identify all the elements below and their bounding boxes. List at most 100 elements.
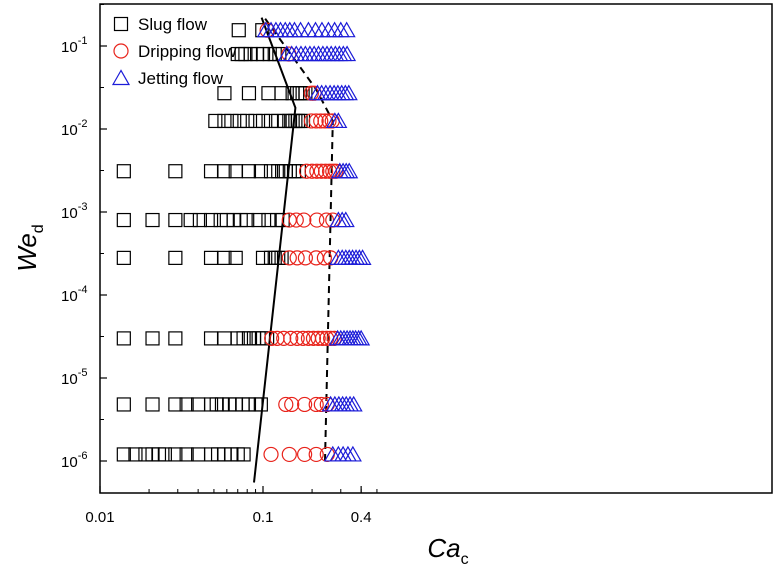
data-point-square <box>192 212 207 228</box>
data-point-square <box>255 113 271 129</box>
data-point-square <box>261 212 276 228</box>
data-point-circle <box>305 330 322 346</box>
data-point-square <box>274 250 289 265</box>
data-point-circle <box>297 250 313 266</box>
legend-label-jetting: Jetting flow <box>138 69 224 88</box>
data-point-square <box>228 250 243 265</box>
data-point-square <box>179 397 194 412</box>
y-tick-label: 10-6 <box>61 450 87 471</box>
data-point-square <box>203 212 219 228</box>
y-tick-label: 10-1 <box>61 35 87 56</box>
data-point-square <box>263 164 279 179</box>
data-point-circle <box>263 446 279 463</box>
data-point-circle <box>281 250 297 266</box>
data-point-circle <box>314 330 331 346</box>
data-point-circle <box>313 396 329 413</box>
data-point-square <box>253 164 268 179</box>
data-point-circle <box>310 330 326 346</box>
data-point-square <box>214 397 230 412</box>
data-point-circle <box>309 163 325 179</box>
legend-marker-square <box>113 16 129 32</box>
data-point-square <box>183 212 198 228</box>
x-tick-label: 0.4 <box>351 509 372 526</box>
series-square <box>116 23 313 462</box>
data-point-square <box>168 212 183 228</box>
data-point-square <box>260 331 275 346</box>
data-point-circle <box>289 250 305 266</box>
data-point-square <box>241 164 257 179</box>
data-point-triangle <box>339 84 358 101</box>
x-tick-label: 0.1 <box>253 509 274 526</box>
data-point-circle <box>297 396 313 413</box>
data-point-circle <box>284 396 300 413</box>
data-point-square <box>116 331 131 346</box>
data-point-circle <box>298 163 315 179</box>
data-point-square <box>248 113 263 129</box>
data-point-square <box>168 331 183 346</box>
data-point-square <box>145 331 160 346</box>
data-point-square <box>263 113 279 129</box>
axis-ticks: 0.01 0.1 0.4 10-6 10-5 10-4 10-3 10-2 10-1 <box>61 4 378 526</box>
data-point-square <box>231 23 246 38</box>
data-point-square <box>251 212 266 228</box>
data-point-square <box>255 250 271 265</box>
data-point-triangle <box>353 249 372 265</box>
data-point-circle <box>288 212 304 228</box>
data-point-square <box>298 86 313 101</box>
data-point-square <box>208 113 223 129</box>
data-point-circle <box>297 446 313 463</box>
data-point-square <box>274 86 289 101</box>
data-point-circle <box>289 330 305 346</box>
data-point-square <box>145 212 160 228</box>
data-point-triangle <box>336 211 355 228</box>
data-point-triangle <box>344 395 363 412</box>
data-point-triangle <box>329 112 348 129</box>
data-point-triangle <box>340 162 359 179</box>
data-point-circle <box>316 250 332 266</box>
x-axis-title-main: Ca <box>427 533 460 563</box>
data-point-square <box>168 164 183 179</box>
data-point-square <box>145 397 160 412</box>
data-point-circle <box>281 446 297 463</box>
data-point-circle <box>308 446 324 463</box>
x-axis-title: Cac <box>427 533 468 568</box>
data-point-square <box>116 250 131 265</box>
y-tick-label: 10-4 <box>61 284 87 305</box>
data-point-circle <box>278 396 294 413</box>
data-point-circle <box>317 113 333 129</box>
legend-marker-triangle <box>111 69 131 86</box>
data-point-square <box>240 212 255 228</box>
y-tick-label: 10-2 <box>61 118 87 139</box>
data-point-triangle <box>338 45 357 62</box>
data-point-square <box>116 164 131 179</box>
data-point-circle <box>321 163 338 179</box>
data-point-triangle <box>352 329 371 346</box>
x-axis-title-sub: c <box>461 551 469 568</box>
data-point-square <box>224 113 239 129</box>
data-point-circle <box>313 113 329 129</box>
data-point-circle <box>283 330 299 346</box>
data-point-square <box>179 447 194 462</box>
data-point-square <box>217 86 232 101</box>
x-tick-label: 0.01 <box>85 509 114 526</box>
data-point-square <box>116 397 131 412</box>
legend-label-slug: Slug flow <box>138 15 208 34</box>
data-point-square <box>128 447 143 462</box>
data-point-triangle <box>343 445 362 462</box>
y-axis-title-sub: d <box>30 224 47 233</box>
data-point-square <box>240 113 255 129</box>
legend: Slug flow Dripping flow Jetting flow <box>111 15 237 88</box>
data-point-circle <box>296 212 312 228</box>
legend-markers <box>111 16 131 86</box>
y-axis-title: Wed <box>12 224 47 271</box>
data-point-square <box>168 250 183 265</box>
data-markers <box>116 21 372 463</box>
series-triangle <box>256 21 372 462</box>
data-point-circle <box>309 212 325 228</box>
data-point-square <box>232 113 247 129</box>
y-tick-label: 10-3 <box>61 201 87 222</box>
data-point-circle <box>264 330 280 346</box>
data-point-circle <box>308 396 324 413</box>
